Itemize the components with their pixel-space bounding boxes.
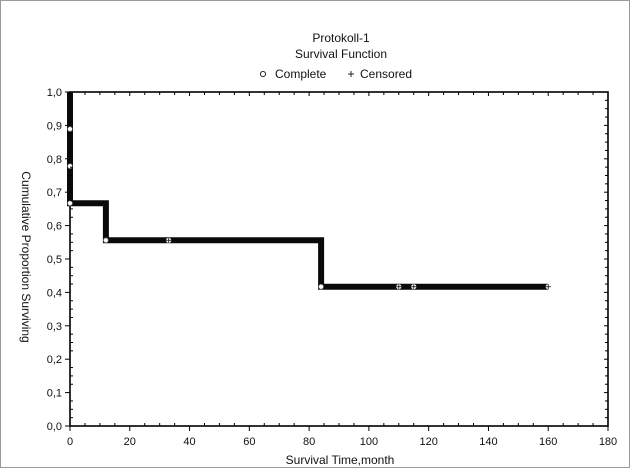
- legend-complete-label: Complete: [275, 67, 327, 81]
- censored-event-marker: [166, 237, 172, 243]
- y-axis-label: Cumulative Proportion Surviving: [19, 171, 33, 342]
- chart-subtitle: Survival Function: [295, 47, 387, 61]
- y-tick-label: 1,0: [47, 87, 62, 99]
- x-axis-label: Survival Time,month: [286, 453, 395, 467]
- legend-censored-label: Censored: [360, 67, 412, 81]
- y-tick-label: 0,7: [47, 187, 62, 199]
- x-tick-label: 100: [360, 436, 378, 448]
- y-tick-label: 0,2: [47, 354, 62, 366]
- y-tick-label: 0,9: [47, 120, 62, 132]
- y-tick-label: 0,8: [47, 154, 62, 166]
- complete-event-marker: [102, 237, 109, 244]
- y-tick-label: 0,3: [47, 321, 62, 333]
- y-tick-label: 0,6: [47, 221, 62, 233]
- x-tick-label: 120: [419, 436, 437, 448]
- x-tick-label: 180: [599, 436, 617, 448]
- chart-title: Protokoll-1: [312, 31, 370, 45]
- complete-event-marker: [67, 163, 73, 170]
- censored-event-marker: [545, 284, 551, 290]
- x-tick-label: 160: [539, 436, 557, 448]
- legend-censored-marker-icon: [348, 71, 354, 77]
- y-tick-label: 0,1: [47, 388, 62, 400]
- plot-border: [69, 91, 609, 427]
- complete-event-marker: [318, 283, 324, 290]
- y-tick-label: 0,4: [47, 287, 62, 299]
- legend-complete-marker-icon: [259, 70, 267, 78]
- complete-event-marker: [67, 200, 73, 207]
- survival-step-line: [67, 92, 549, 290]
- x-tick-label: 40: [183, 436, 195, 448]
- x-tick-label: 0: [67, 436, 73, 448]
- censored-event-marker: [396, 284, 402, 290]
- x-tick-label: 60: [243, 436, 255, 448]
- censored-event-marker: [411, 284, 417, 290]
- axis-ticks: 0 20 40 60 80 100 120 140 160 180 0,0 0,1 0,2 0,3 0,4 0…: [47, 87, 617, 448]
- y-tick-label: 0,0: [47, 421, 62, 433]
- x-tick-label: 20: [124, 436, 136, 448]
- x-tick-label: 140: [479, 436, 497, 448]
- y-tick-label: 0,5: [47, 254, 62, 266]
- plot-area: [67, 91, 609, 427]
- x-tick-label: 80: [303, 436, 315, 448]
- complete-event-marker: [67, 126, 73, 132]
- legend: Complete Censored: [259, 67, 412, 81]
